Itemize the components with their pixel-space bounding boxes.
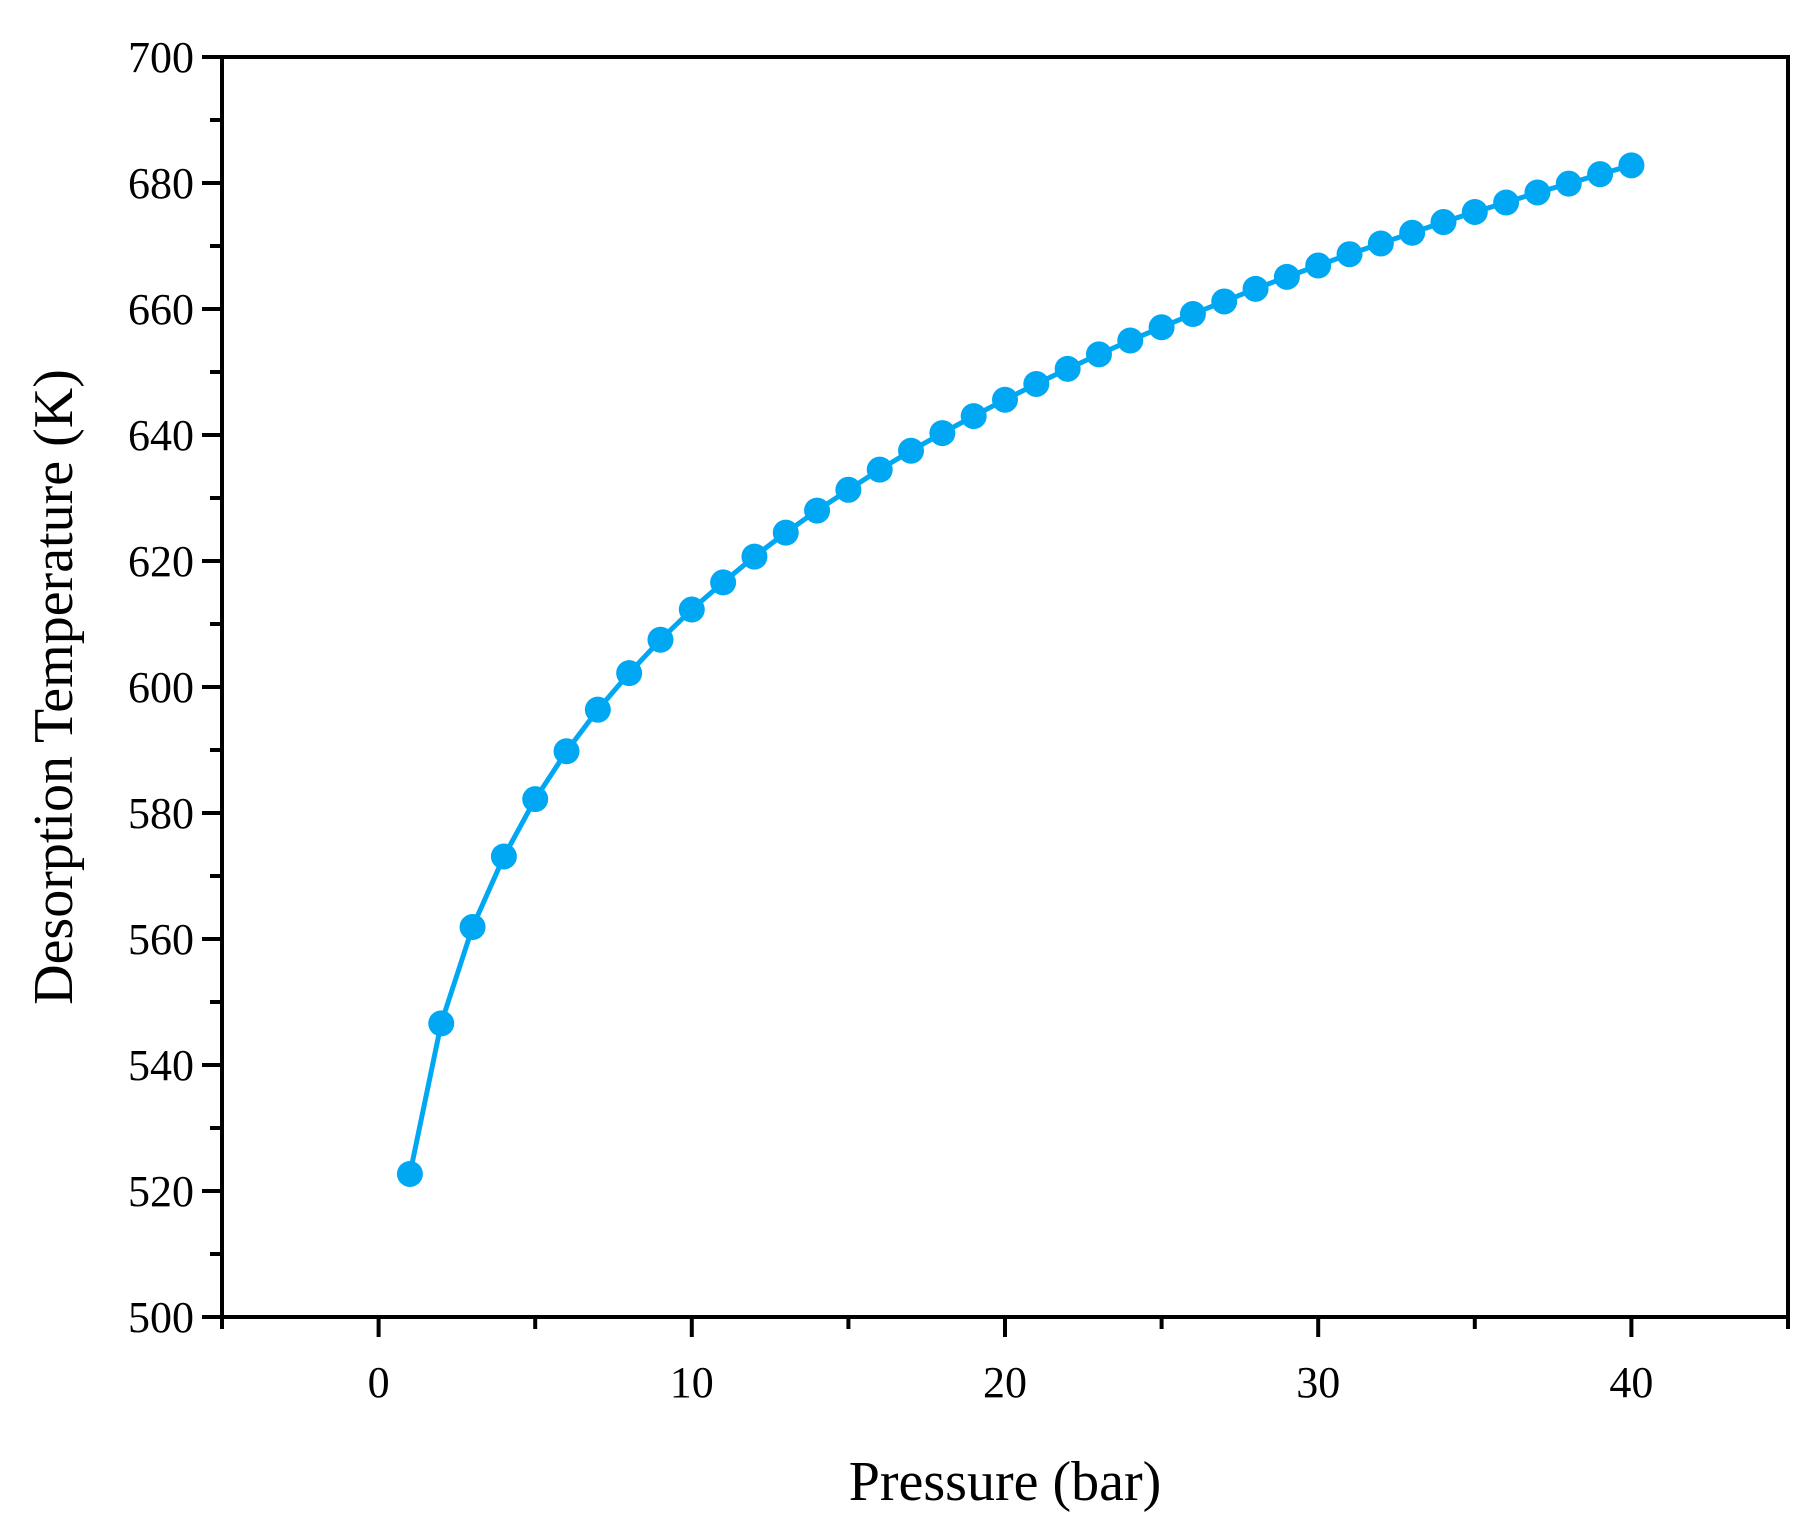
data-point <box>804 497 831 524</box>
data-point <box>1399 219 1426 246</box>
data-point <box>428 1010 455 1037</box>
data-point <box>1493 189 1520 216</box>
data-point <box>647 626 674 653</box>
data-point <box>584 696 611 723</box>
data-point <box>616 660 643 687</box>
y-tick-label: 700 <box>128 33 194 82</box>
data-point <box>1085 341 1112 368</box>
x-tick-label: 40 <box>1609 1358 1653 1407</box>
data-point <box>1367 230 1394 257</box>
y-tick-label: 520 <box>128 1167 194 1216</box>
data-point <box>1618 152 1645 179</box>
data-point <box>678 596 705 623</box>
y-tick-label: 500 <box>128 1293 194 1342</box>
data-point <box>490 843 517 870</box>
data-point <box>866 456 893 483</box>
data-point <box>960 403 987 430</box>
y-tick-label: 660 <box>128 285 194 334</box>
data-point <box>1273 263 1300 290</box>
x-axis-title: Pressure (bar) <box>849 1451 1162 1513</box>
data-point <box>1023 370 1050 397</box>
y-tick-label: 640 <box>128 411 194 460</box>
y-tick-label: 620 <box>128 537 194 586</box>
series-line <box>407 162 1633 1175</box>
data-point <box>992 386 1018 413</box>
data-point <box>1555 170 1582 197</box>
data-point <box>396 1160 423 1187</box>
data-point <box>710 569 737 596</box>
data-point <box>522 786 549 813</box>
x-tick-label: 0 <box>368 1358 390 1407</box>
y-tick-label: 560 <box>128 915 194 964</box>
data-point <box>1148 314 1175 341</box>
data-point <box>1179 301 1206 328</box>
y-tick-label: 540 <box>128 1041 194 1090</box>
plot-frame <box>220 55 1790 1319</box>
data-point <box>772 519 799 546</box>
x-tick-label: 20 <box>983 1358 1027 1407</box>
data-point <box>1587 161 1614 188</box>
data-point <box>553 738 580 765</box>
y-axis-ticks: 500 520 540 560 580 600 620 640 660 680 700 <box>128 33 222 1342</box>
data-point <box>835 476 862 503</box>
data-point <box>898 437 925 464</box>
y-tick-label: 680 <box>128 159 194 208</box>
series-layer <box>396 152 1645 1187</box>
y-axis-title: Desorption Temperature (K) <box>23 369 85 1005</box>
data-point <box>1305 252 1332 279</box>
data-point <box>1430 209 1457 236</box>
data-point <box>459 914 486 941</box>
data-point <box>1242 275 1269 302</box>
data-point <box>1336 241 1363 268</box>
data-point <box>1524 179 1551 206</box>
data-point <box>1211 288 1238 315</box>
data-point <box>741 543 768 570</box>
data-point <box>929 420 956 447</box>
y-tick-label: 600 <box>128 663 194 712</box>
x-axis-ticks: 0 10 20 30 40 <box>220 1317 1790 1407</box>
data-point <box>1117 327 1144 354</box>
data-point <box>1054 355 1081 382</box>
y-tick-label: 580 <box>128 789 194 838</box>
x-tick-label: 30 <box>1296 1358 1340 1407</box>
data-point <box>1461 198 1488 225</box>
x-tick-label: 10 <box>670 1358 714 1407</box>
